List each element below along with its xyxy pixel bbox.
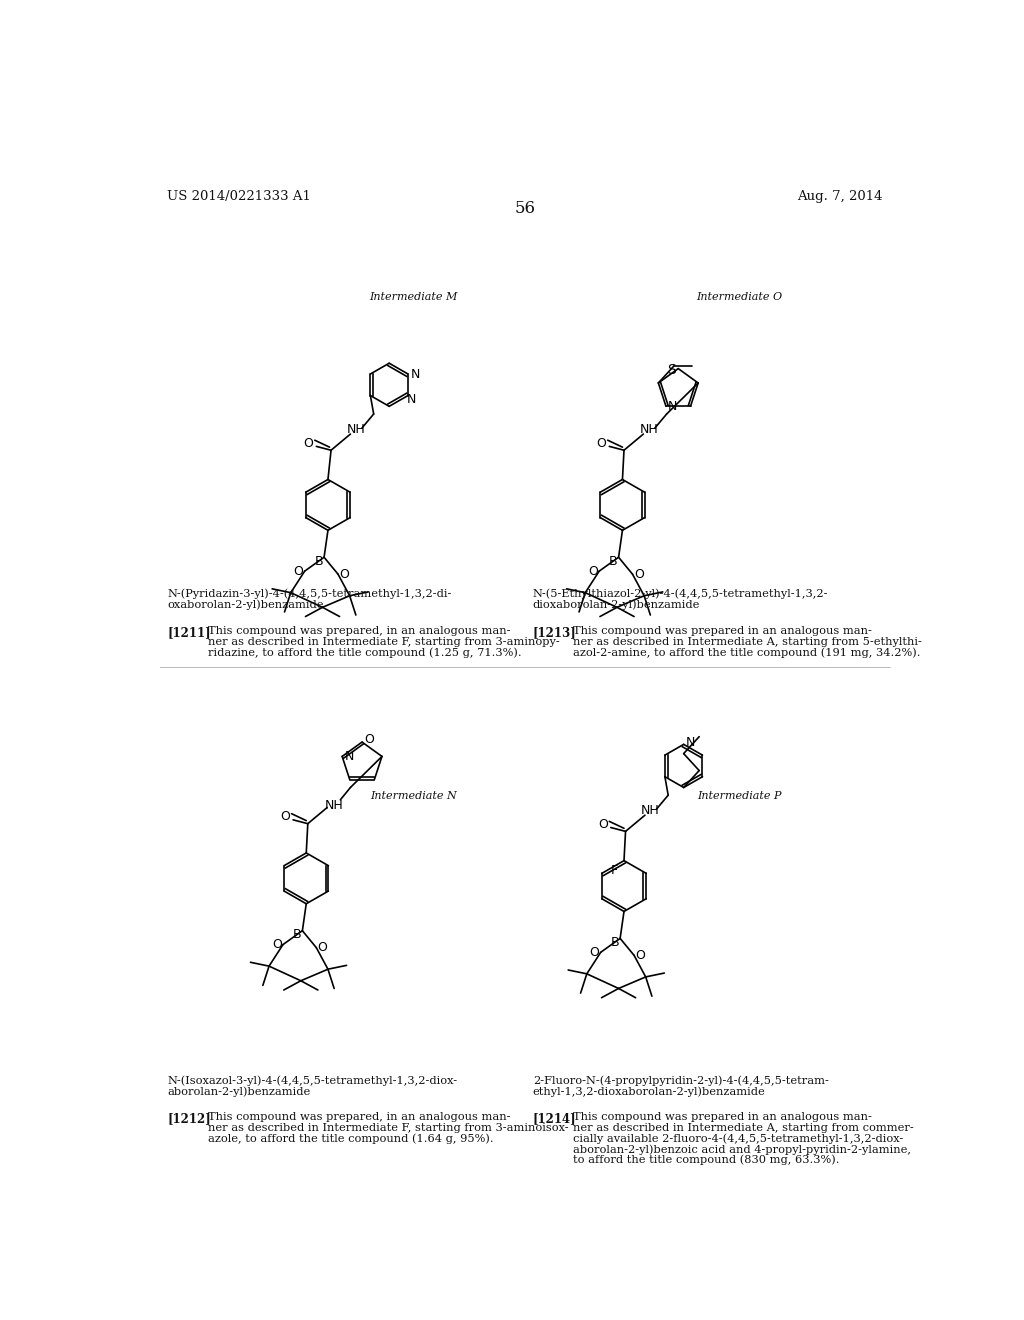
Text: Intermediate M: Intermediate M [370,292,458,301]
Text: O: O [317,941,328,954]
Text: This compound was prepared, in an analogous man-: This compound was prepared, in an analog… [208,626,511,636]
Text: O: O [281,810,290,824]
Text: ner as described in Intermediate A, starting from commer-: ner as described in Intermediate A, star… [573,1122,913,1133]
Text: ner as described in Intermediate F, starting from 3-aminopy-: ner as described in Intermediate F, star… [208,636,560,647]
Text: ethyl-1,3,2-dioxaborolan-2-yl)benzamide: ethyl-1,3,2-dioxaborolan-2-yl)benzamide [532,1086,766,1097]
Text: O: O [590,945,599,958]
Text: US 2014/0221333 A1: US 2014/0221333 A1 [167,190,310,203]
Text: 56: 56 [514,199,536,216]
Text: Intermediate N: Intermediate N [371,791,457,801]
Text: NH: NH [641,804,659,817]
Text: O: O [294,565,303,578]
Text: azole, to afford the title compound (1.64 g, 95%).: azole, to afford the title compound (1.6… [208,1134,494,1144]
Text: N: N [344,750,354,763]
Text: N: N [669,400,678,413]
Text: NH: NH [346,422,366,436]
Text: aborolan-2-yl)benzoic acid and 4-propyl-pyridin-2-ylamine,: aborolan-2-yl)benzoic acid and 4-propyl-… [573,1144,911,1155]
Text: [1211]: [1211] [168,626,211,639]
Text: O: O [365,733,374,746]
Text: O: O [634,568,644,581]
Text: S: S [667,363,676,378]
Text: 2-Fluoro-N-(4-propylpyridin-2-yl)-4-(4,4,5,5-tetram-: 2-Fluoro-N-(4-propylpyridin-2-yl)-4-(4,4… [532,1076,828,1086]
Text: [1214]: [1214] [532,1111,577,1125]
Text: Intermediate O: Intermediate O [696,292,782,301]
Text: [1213]: [1213] [532,626,577,639]
Text: O: O [588,565,598,578]
Text: N-(5-Ethylthiazol-2-yl)-4-(4,4,5,5-tetramethyl-1,3,2-: N-(5-Ethylthiazol-2-yl)-4-(4,4,5,5-tetra… [532,589,828,599]
Text: N-(Isoxazol-3-yl)-4-(4,4,5,5-tetramethyl-1,3,2-diox-: N-(Isoxazol-3-yl)-4-(4,4,5,5-tetramethyl… [168,1076,458,1086]
Text: Intermediate P: Intermediate P [696,791,781,801]
Text: B: B [293,928,301,941]
Text: ner as described in Intermediate A, starting from 5-ethylthi-: ner as described in Intermediate A, star… [573,636,922,647]
Text: azol-2-amine, to afford the title compound (191 mg, 34.2%).: azol-2-amine, to afford the title compou… [573,648,921,659]
Text: N-(Pyridazin-3-yl)-4-(4,4,5,5-tetramethyl-1,3,2-di-: N-(Pyridazin-3-yl)-4-(4,4,5,5-tetramethy… [168,589,452,599]
Text: N: N [686,735,695,748]
Text: This compound was prepared in an analogous man-: This compound was prepared in an analogo… [573,1111,871,1122]
Text: O: O [339,568,349,581]
Text: ridazine, to afford the title compound (1.25 g, 71.3%).: ridazine, to afford the title compound (… [208,648,521,659]
Text: O: O [271,939,282,952]
Text: B: B [314,554,323,568]
Text: NH: NH [325,800,343,813]
Text: This compound was prepared in an analogous man-: This compound was prepared in an analogo… [573,626,871,636]
Text: NH: NH [639,422,658,436]
Text: B: B [610,936,620,949]
Text: O: O [598,818,608,832]
Text: O: O [597,437,606,450]
Text: [1212]: [1212] [168,1111,211,1125]
Text: ner as described in Intermediate F, starting from 3-aminoisox-: ner as described in Intermediate F, star… [208,1122,568,1133]
Text: aborolan-2-yl)benzamide: aborolan-2-yl)benzamide [168,1086,311,1097]
Text: to afford the title compound (830 mg, 63.3%).: to afford the title compound (830 mg, 63… [573,1155,840,1166]
Text: O: O [304,437,313,450]
Text: This compound was prepared, in an analogous man-: This compound was prepared, in an analog… [208,1111,511,1122]
Text: N: N [411,367,420,380]
Text: Aug. 7, 2014: Aug. 7, 2014 [798,190,883,203]
Text: dioxaborolan-2-yl)benzamide: dioxaborolan-2-yl)benzamide [532,599,700,610]
Text: B: B [609,554,617,568]
Text: N: N [408,393,417,407]
Text: O: O [635,949,645,962]
Text: oxaborolan-2-yl)benzamide: oxaborolan-2-yl)benzamide [168,599,325,610]
Text: F: F [610,863,617,876]
Text: cially available 2-fluoro-4-(4,4,5,5-tetramethyl-1,3,2-diox-: cially available 2-fluoro-4-(4,4,5,5-tet… [573,1134,903,1144]
